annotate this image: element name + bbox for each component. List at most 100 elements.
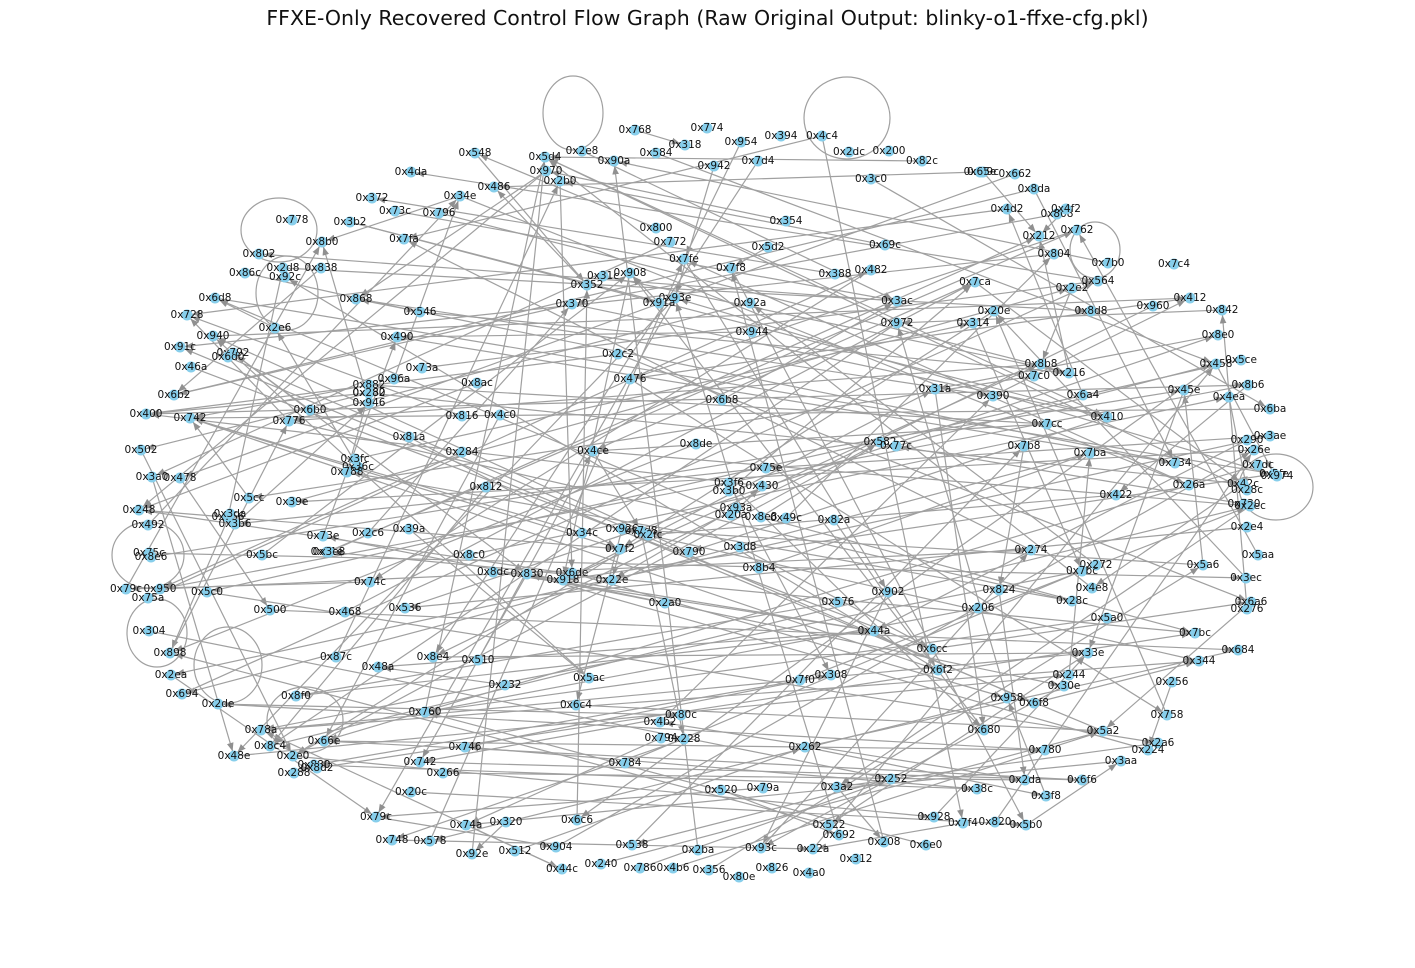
node-marker [1028,183,1040,195]
graph-node: 0x786 [624,862,657,874]
edge [549,158,1103,416]
graph-node: 0x538 [616,839,649,851]
graph-node: 0x768 [619,124,652,136]
node-label: 0x2ba [682,844,715,856]
node-marker [1240,572,1252,584]
graph-node: 0x2e8 [566,145,599,157]
node-label: 0x276 [1231,603,1264,615]
node-label: 0x2e2 [1056,282,1089,294]
graph-node: 0x430 [746,480,779,492]
node-marker [1248,444,1260,456]
edge [677,731,1099,868]
node-marker [1210,358,1222,370]
graph-node: 0x2de [202,698,235,710]
node-marker [868,625,880,637]
node-marker [1264,430,1276,442]
node-label: 0x2fc [633,529,662,541]
node-marker [723,477,735,489]
node-marker [488,181,500,193]
node-label: 0x314 [957,317,990,329]
node-label: 0x4e8 [1076,582,1109,594]
graph-node: 0x6cc [916,643,947,655]
node-marker [1082,647,1094,659]
graph-node: 0x39e [276,496,309,508]
edge [464,197,1185,484]
node-marker [1161,709,1173,721]
graph-node: 0x8b0 [306,236,339,248]
node-marker [614,543,626,555]
graph-node: 0x5cc [233,492,264,504]
node-label: 0x8e6 [135,551,168,563]
node-label: 0x354 [770,215,803,227]
node-label: 0x6f2 [923,664,953,676]
node-marker [1028,370,1040,382]
graph-node: 0x928 [918,811,951,823]
node-marker [1085,305,1097,317]
edge [142,173,543,508]
graph-node: 0x422 [1100,489,1133,501]
graph-node: 0x742 [174,412,207,424]
graph-node: 0x4c0 [484,409,516,421]
edge [623,313,991,547]
node-marker [634,862,646,874]
graph-node: 0x206 [962,602,995,614]
node-label: 0x2e0 [277,750,310,762]
node-label: 0x3f6 [714,477,744,489]
node-marker [539,151,551,163]
graph-node: 0x468 [329,606,362,618]
edge [997,299,1186,395]
node-label: 0x780 [1029,744,1062,756]
edge [531,574,1060,687]
node-label: 0x538 [616,839,649,851]
graph-node: 0x5a2 [1087,725,1120,737]
graph-node: 0x5ac [573,672,605,684]
node-label: 0x458 [1200,358,1233,370]
edge [395,200,459,375]
edge [238,672,1065,757]
edge [531,574,1144,750]
node-label: 0x3ac [881,295,913,307]
node-label: 0x81a [393,431,426,443]
graph-node: 0x46a [175,361,208,373]
node-marker [349,453,361,465]
edge [153,631,887,780]
edge [194,419,934,669]
node-label: 0x728 [171,309,204,321]
edge [497,190,584,282]
edge [211,592,1154,745]
node-label: 0x6b8 [706,394,739,406]
node-marker [540,165,552,177]
node-marker [557,574,569,586]
graph-node: 0x780 [1029,744,1062,756]
graph-node: 0x838 [305,262,338,274]
node-label: 0x584 [640,147,673,159]
graph-node: 0x7d4 [742,155,775,167]
node-marker [679,139,691,151]
node-marker [1086,582,1098,594]
graph-node: 0x6f2 [923,664,953,676]
node-label: 0x212 [1023,230,1056,242]
node-marker [725,509,737,521]
graph-node: 0x902 [872,586,905,598]
graph-node: 0x940 [197,330,230,342]
node-label: 0x422 [1100,489,1133,501]
edge [331,231,1073,551]
graph-node: 0x2d8 [267,262,300,274]
edge [265,571,1078,731]
node-label: 0x370 [556,298,589,310]
node-label: 0x8b6 [1232,379,1265,391]
node-label: 0x372 [356,192,389,204]
node-marker [255,724,267,736]
node-marker [209,292,221,304]
node-label: 0x778 [276,214,309,226]
node-marker [212,698,224,710]
graph-node: 0x91a [643,297,676,309]
node-label: 0x742 [404,756,437,768]
node-label: 0x20c [395,786,427,798]
node-marker [780,215,792,227]
graph-node: 0x3a0 [136,471,169,483]
graph-node: 0x2da [1009,774,1042,786]
graph-node: 0x244 [1053,669,1086,681]
node-label: 0x228 [668,733,701,745]
node-label: 0x546 [404,306,437,318]
